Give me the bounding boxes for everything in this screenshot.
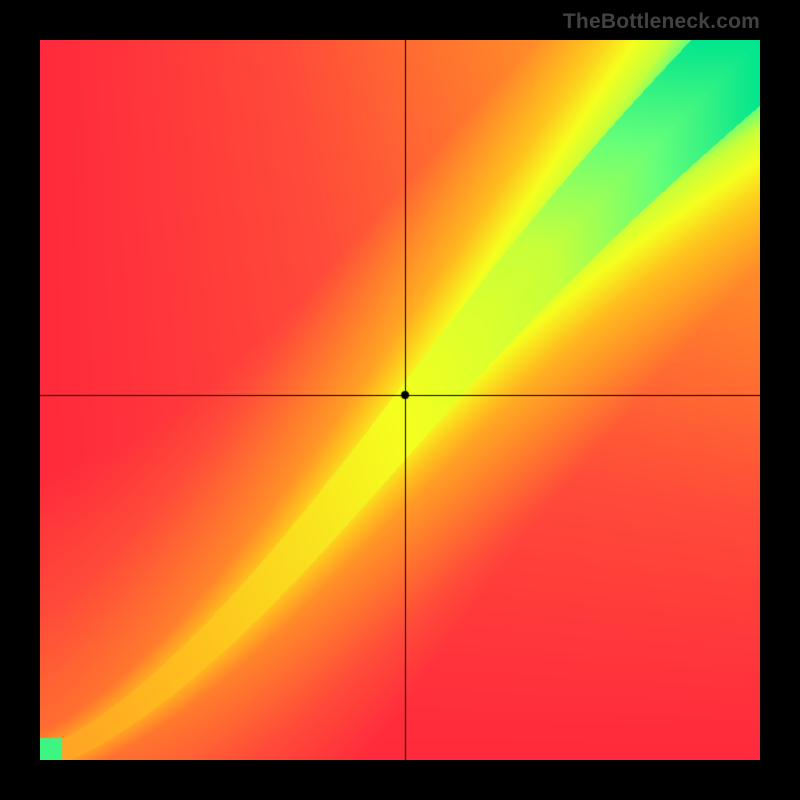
bottleneck-heatmap bbox=[40, 40, 760, 760]
plot-frame bbox=[40, 40, 760, 760]
watermark-text: TheBottleneck.com bbox=[563, 10, 760, 34]
